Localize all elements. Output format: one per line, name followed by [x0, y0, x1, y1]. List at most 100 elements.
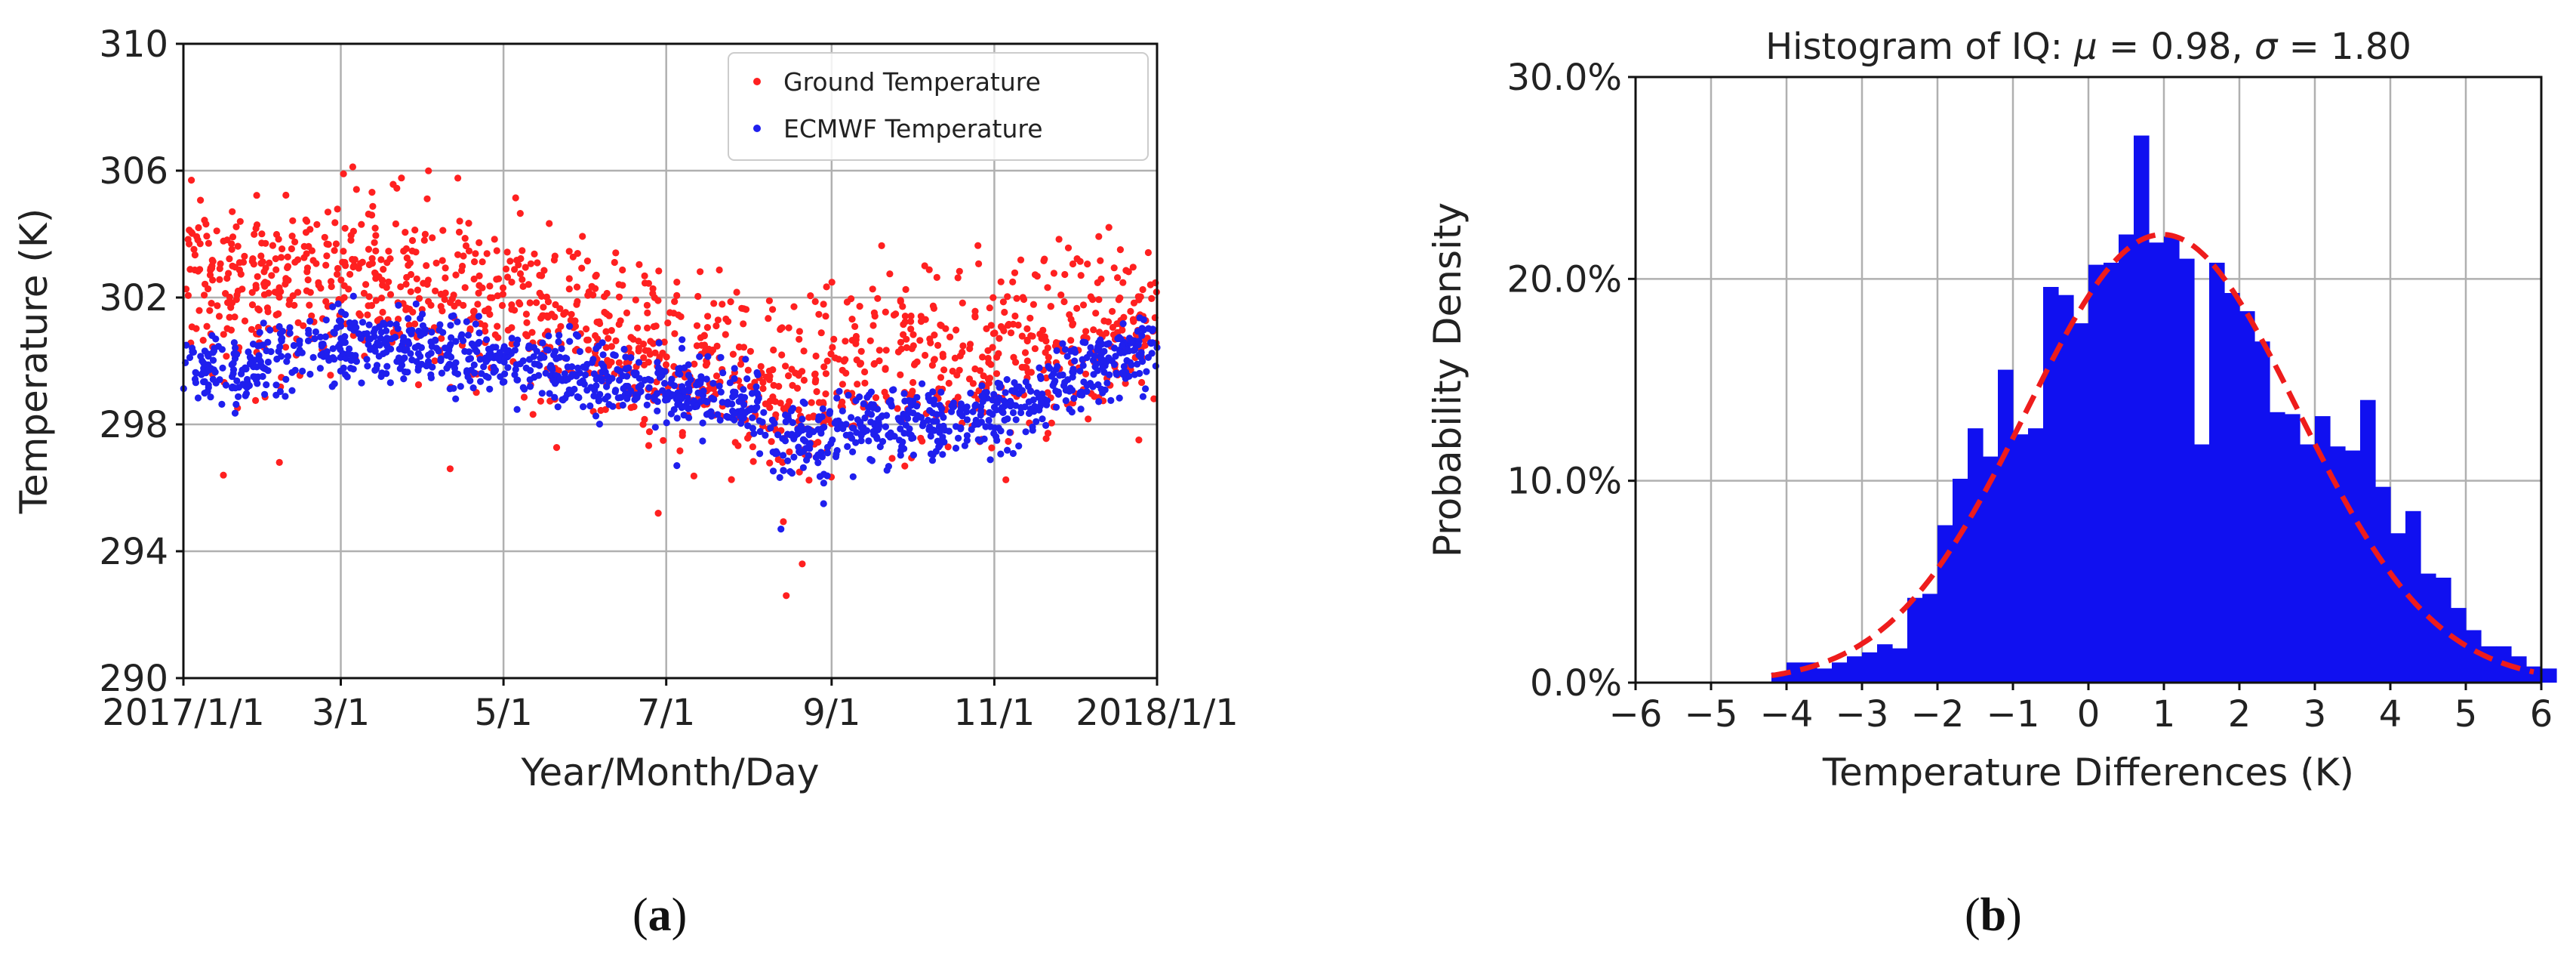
- scatter-point: [203, 322, 211, 330]
- scatter-point: [717, 388, 725, 396]
- scatter-point: [704, 353, 712, 360]
- scatter-point: [446, 465, 454, 473]
- scatter-point: [684, 394, 691, 402]
- scatter-point: [1107, 396, 1115, 405]
- scatter-point: [259, 363, 266, 372]
- scatter-point: [308, 247, 315, 254]
- scatter-point: [749, 458, 757, 465]
- scatter-point: [568, 310, 575, 318]
- scatter-point: [322, 261, 330, 269]
- histogram-bar: [2481, 646, 2497, 683]
- scatter-point: [605, 312, 613, 319]
- scatter-point: [1116, 246, 1124, 254]
- scatter-point: [867, 411, 876, 418]
- scatter-point: [286, 329, 294, 337]
- scatter-point: [205, 239, 212, 247]
- scatter-point: [1061, 346, 1069, 353]
- scatter-point: [512, 194, 519, 202]
- scatter-point: [246, 359, 254, 368]
- scatter-point: [822, 390, 829, 398]
- scatter-point: [372, 232, 380, 239]
- histogram-bar: [2541, 668, 2557, 683]
- scatter-point: [525, 356, 534, 363]
- histogram-bar: [2043, 287, 2059, 683]
- scatter-point: [296, 341, 303, 348]
- scatter-point: [1063, 353, 1071, 360]
- scatter-point: [291, 238, 299, 245]
- scatter-point: [291, 301, 298, 309]
- scatter-point: [693, 342, 701, 350]
- scatter-point: [1130, 318, 1137, 325]
- scatter-point: [1139, 285, 1146, 294]
- scatter-point: [974, 421, 982, 428]
- scatter-point: [874, 295, 882, 302]
- scatter-point: [395, 316, 402, 323]
- scatter-point: [300, 242, 308, 250]
- scatter-point: [367, 335, 374, 343]
- scatter-point: [372, 247, 380, 254]
- scatter-point: [597, 406, 605, 415]
- scatter-point: [441, 295, 448, 304]
- scatter-point: [519, 276, 526, 283]
- scatter-point: [1152, 362, 1159, 370]
- scatter-point: [203, 233, 211, 240]
- scatter-point: [220, 331, 227, 338]
- scatter-point: [425, 298, 432, 305]
- scatter-point: [526, 383, 534, 390]
- scatter-point: [438, 335, 445, 342]
- scatter-point: [232, 223, 240, 230]
- scatter-point: [217, 260, 224, 267]
- scatter-point: [339, 350, 346, 357]
- scatter-point: [869, 404, 877, 412]
- scatter-point: [894, 348, 902, 356]
- scatter-point: [385, 248, 392, 255]
- scatter-point: [1004, 293, 1011, 301]
- scatter-point: [815, 310, 823, 318]
- scatter-point: [1053, 347, 1060, 354]
- scatter-point: [986, 304, 993, 312]
- scatter-legend: Ground Temperature ECMWF Temperature: [728, 52, 1149, 161]
- scatter-point: [347, 356, 355, 364]
- legend-label-ecmwf: ECMWF Temperature: [783, 114, 1043, 143]
- scatter-point: [334, 300, 342, 307]
- histogram-x-tick-label: 4: [2379, 693, 2402, 736]
- scatter-point: [583, 258, 592, 265]
- scatter-point: [863, 427, 871, 434]
- scatter-point: [431, 357, 439, 365]
- histogram-x-tick-label: 0: [2077, 693, 2101, 736]
- scatter-point: [358, 220, 365, 228]
- scatter-point: [1087, 344, 1094, 351]
- scatter-point: [308, 312, 315, 319]
- scatter-point: [346, 270, 354, 278]
- scatter-point: [777, 325, 785, 332]
- scatter-point: [241, 252, 248, 260]
- scatter-point: [192, 379, 199, 387]
- scatter-point: [237, 270, 245, 278]
- scatter-series-ground: [183, 163, 1160, 600]
- histogram-bar: [2451, 608, 2467, 683]
- scatter-point: [635, 359, 643, 366]
- scatter-point: [1011, 312, 1019, 320]
- scatter-point: [199, 337, 207, 344]
- scatter-point: [651, 424, 659, 431]
- histogram-bar: [1892, 648, 1908, 683]
- scatter-point: [408, 326, 416, 334]
- scatter-point: [676, 371, 684, 378]
- scatter-point: [782, 362, 789, 370]
- scatter-point: [555, 338, 562, 346]
- scatter-point: [458, 267, 466, 274]
- scatter-point: [242, 365, 250, 373]
- scatter-point: [1004, 415, 1011, 423]
- scatter-point: [703, 359, 711, 367]
- scatter-point: [1005, 437, 1012, 446]
- scatter-point: [833, 394, 841, 402]
- scatter-point: [1103, 379, 1111, 387]
- scatter-point: [1025, 398, 1033, 406]
- scatter-point: [245, 348, 252, 356]
- scatter-point: [749, 443, 757, 451]
- scatter-point: [491, 366, 500, 374]
- scatter-point: [823, 283, 830, 291]
- scatter-point: [655, 267, 663, 275]
- scatter-point: [645, 393, 652, 401]
- scatter-point: [799, 368, 806, 375]
